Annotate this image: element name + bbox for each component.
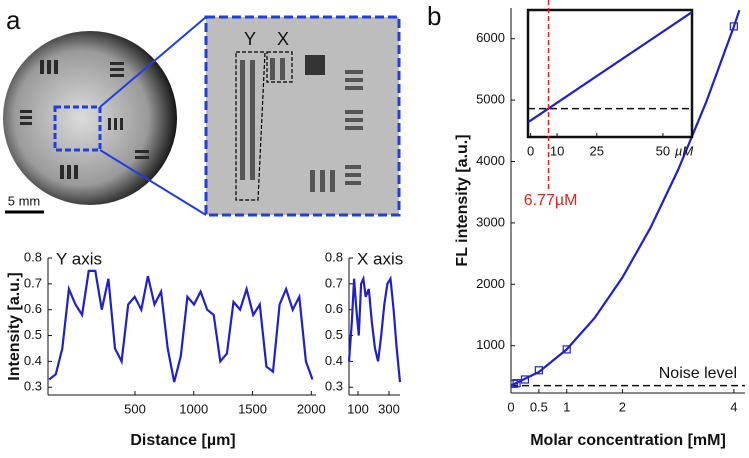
data-marker — [534, 366, 543, 375]
plot-area — [347, 274, 402, 383]
data-marker — [512, 379, 521, 388]
plot-area — [511, 9, 741, 388]
chart-title: Y axis — [56, 249, 102, 268]
data-line — [511, 9, 741, 387]
x-tick-label: 1500 — [238, 401, 267, 416]
x-tick-label: 500 — [124, 401, 146, 416]
x-axis-label: Distance [µm] — [130, 432, 235, 449]
reference-label: Noise level — [659, 365, 737, 382]
x-tick-label: 2000 — [297, 401, 326, 416]
x-tick-label: 1000 — [179, 401, 208, 416]
annotation-label: 6.77µM — [524, 192, 578, 209]
y-tick-label: 5000 — [476, 92, 505, 107]
y-tick-label: 6000 — [476, 30, 505, 45]
data-line — [347, 274, 402, 383]
y-axis-label: FL intensity [a.u.] — [454, 134, 471, 266]
y-tick-label: 0.5 — [24, 327, 42, 342]
x-tick-label: 0 — [527, 143, 534, 158]
x-axis-label: Molar concentration [mM] — [530, 432, 726, 449]
y-tick-label: 0.3 — [325, 379, 343, 394]
data-marker — [511, 379, 518, 388]
plot-area — [48, 269, 314, 383]
x-unit: µM — [675, 143, 693, 158]
y-tick-label: 3000 — [476, 214, 505, 229]
data-line — [527, 11, 693, 124]
plot-area — [527, 11, 693, 124]
data-line — [48, 269, 314, 383]
x-tick-label: 0 — [507, 399, 514, 414]
y-tick-label: 0.7 — [24, 275, 42, 290]
data-marker — [562, 345, 571, 354]
y-tick-label: 2000 — [476, 276, 505, 291]
x-tick-label: 4 — [730, 399, 737, 414]
x-tick-label: 2 — [619, 399, 626, 414]
y-tick-label: 0.8 — [24, 249, 42, 264]
y-tick-label: 0.7 — [325, 275, 343, 290]
x-tick-label: 100 — [347, 401, 369, 416]
roi-label: X — [277, 29, 289, 49]
panel-label: b — [427, 1, 441, 31]
x-tick-label: 10 — [550, 143, 564, 158]
y-tick-label: 1000 — [476, 337, 505, 352]
x-tick-label: 1 — [563, 399, 570, 414]
chart-title: X axis — [357, 249, 403, 268]
y-tick-label: 0.5 — [325, 327, 343, 342]
x-tick-label: 0.5 — [530, 399, 548, 414]
x-tick-label: 50 — [656, 143, 670, 158]
x-tick-label: 300 — [378, 401, 400, 416]
x-tick-label: 25 — [590, 143, 604, 158]
y-tick-label: 4000 — [476, 153, 505, 168]
y-tick-label: 0.6 — [24, 301, 42, 316]
panel-label: a — [6, 5, 21, 35]
y-tick-label: 0.3 — [24, 379, 42, 394]
y-tick-label: 0.6 — [325, 301, 343, 316]
y-axis-label: Intensity [a.u.] — [6, 272, 23, 380]
y-tick-label: 0.4 — [325, 353, 343, 368]
data-marker — [520, 375, 530, 384]
y-tick-label: 0.4 — [24, 353, 42, 368]
scale-bar-label: 5 mm — [8, 193, 41, 208]
roi-label: Y — [244, 29, 256, 49]
microscope-image — [3, 15, 401, 217]
data-marker — [729, 22, 738, 31]
y-tick-label: 0.8 — [325, 249, 343, 264]
